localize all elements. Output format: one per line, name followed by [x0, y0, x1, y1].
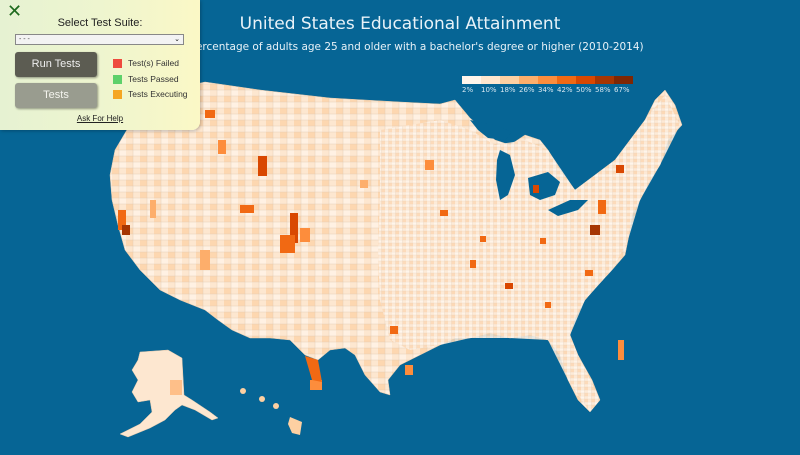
color-legend: 2% 10% 18% 26% 34% 42% 50% 58% 67% [462, 76, 633, 94]
map-subtitle: Percentage of adults age 25 and older wi… [190, 41, 644, 53]
status-failed: Test(s) Failed [113, 58, 180, 69]
status-passed: Tests Passed [113, 74, 179, 85]
legend-label: 10% [481, 86, 497, 94]
tests-button[interactable]: Tests [15, 83, 97, 108]
legend-label: 67% [614, 86, 630, 94]
test-runner-panel: ✕ Select Test Suite: - - - ⌄ Run Tests T… [0, 0, 200, 130]
failed-swatch-icon [113, 59, 122, 69]
suite-selected-value: - - - [19, 36, 30, 43]
high-attainment-counties [118, 110, 624, 390]
status-label: Tests Passed [128, 74, 179, 84]
legend-label: 58% [595, 86, 611, 94]
executing-swatch-icon [113, 90, 122, 100]
legend-swatch [614, 76, 633, 84]
legend-swatch [519, 76, 538, 84]
alaska [119, 349, 219, 438]
legend-bar [462, 76, 633, 84]
legend-labels: 2% 10% 18% 26% 34% 42% 50% 58% 67% [462, 86, 633, 94]
ask-for-help-link[interactable]: Ask For Help [76, 114, 124, 123]
close-x-icon[interactable]: ✕ [7, 1, 23, 22]
legend-swatch [462, 76, 481, 84]
legend-label: 42% [557, 86, 573, 94]
legend-swatch [500, 76, 519, 84]
legend-label: 2% [462, 86, 474, 94]
status-label: Test(s) Failed [128, 58, 180, 68]
test-suite-select[interactable]: - - - ⌄ [15, 34, 184, 45]
legend-swatch [538, 76, 557, 84]
hawaii [240, 388, 302, 435]
run-tests-button[interactable]: Run Tests [15, 52, 97, 77]
legend-swatch [481, 76, 500, 84]
suite-label: Select Test Suite: [57, 17, 143, 29]
legend-label: 34% [538, 86, 554, 94]
legend-label: 50% [576, 86, 592, 94]
status-label: Tests Executing [128, 89, 188, 99]
legend-swatch [576, 76, 595, 84]
contiguous-us [109, 81, 683, 413]
legend-label: 18% [500, 86, 516, 94]
passed-swatch-icon [113, 75, 122, 85]
status-executing: Tests Executing [113, 89, 188, 100]
legend-label: 26% [519, 86, 535, 94]
map-title: United States Educational Attainment [239, 14, 561, 34]
legend-swatch [557, 76, 576, 84]
chevron-down-icon: ⌄ [174, 36, 180, 43]
legend-swatch [595, 76, 614, 84]
